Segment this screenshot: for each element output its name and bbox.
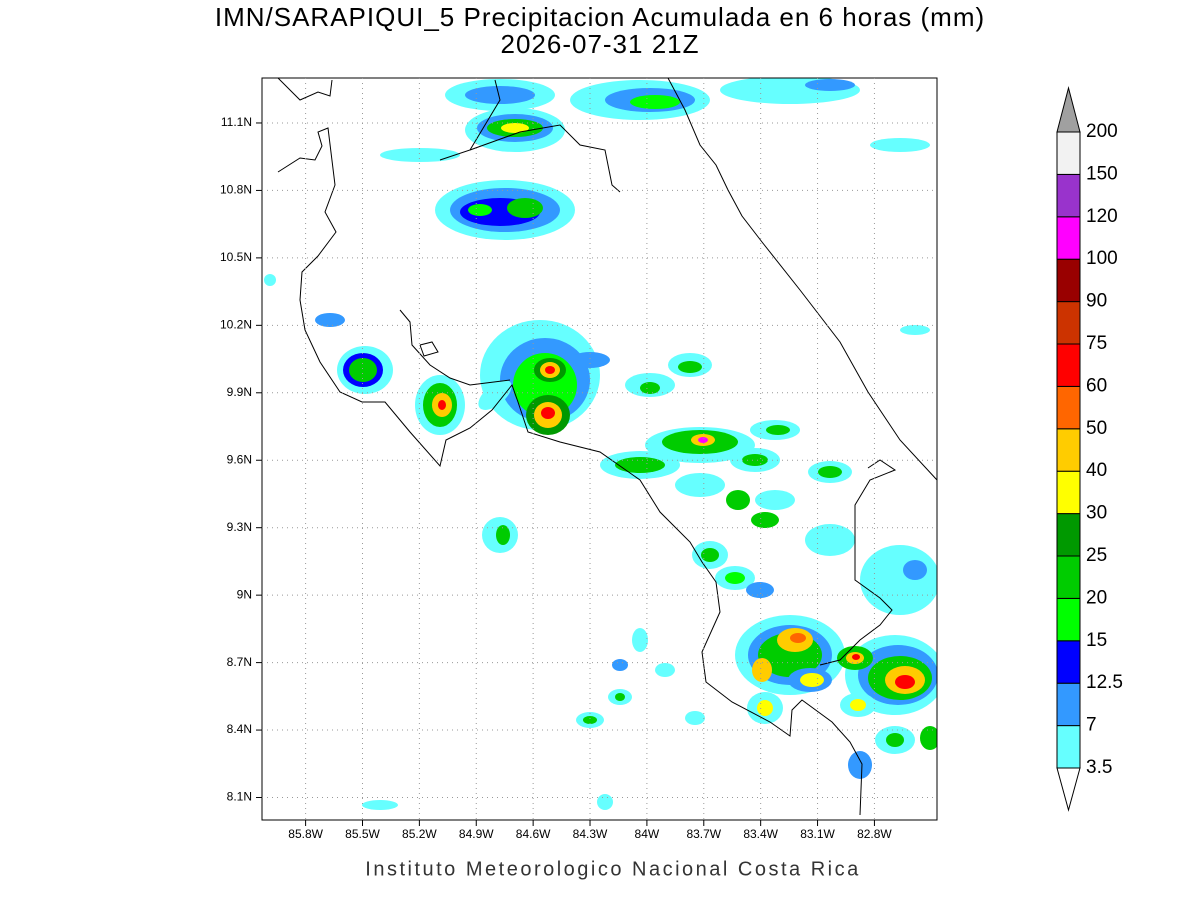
precipitation-field — [264, 78, 937, 810]
y-tick-label: 10.5N — [220, 250, 252, 264]
x-tick-label: 84W — [635, 827, 660, 841]
colorbar-box — [1056, 470, 1081, 515]
colorbar-box — [1056, 513, 1081, 557]
x-tick-label: 83.4W — [743, 827, 778, 841]
colorbar-label: 3.5 — [1086, 757, 1112, 778]
colorbar-box — [1056, 640, 1081, 684]
y-tick-label: 10.2N — [220, 318, 252, 332]
x-tick-label: 83.1W — [800, 827, 835, 841]
colorbar-box — [1056, 725, 1081, 769]
x-tick-label: 84.6W — [516, 827, 551, 841]
map-title: IMN/SARAPIQUI_5 Precipitacion Acumulada … — [215, 2, 985, 32]
colorbar-label: 15 — [1086, 630, 1107, 651]
footer: Instituto Meteorologico Nacional Costa R… — [365, 858, 860, 880]
colorbar-label: 200 — [1086, 121, 1118, 142]
map-frame — [261, 77, 938, 821]
colorbar-box — [1056, 428, 1081, 472]
colorbar-box — [1056, 301, 1081, 345]
y-tick-label: 9.9N — [227, 385, 252, 399]
x-tick-label: 85.8W — [288, 827, 323, 841]
map-axes: 85.8W 85.5W 85.2W 84.9W 84.6W 84.3W 84W 83.7W 83… — [220, 78, 937, 841]
colorbar-box — [1056, 555, 1081, 599]
y-tick-label: 9.6N — [227, 452, 252, 466]
colorbar-label: 50 — [1086, 418, 1107, 439]
y-tick-label: 11.1N — [221, 115, 252, 129]
y-tick-label: 9.3N — [227, 520, 252, 534]
colorbar-box — [1056, 216, 1081, 260]
colorbar-label: 40 — [1086, 460, 1107, 481]
colorbar-box — [1056, 258, 1081, 303]
colorbar-box — [1056, 597, 1081, 642]
colorbar-under-triangle — [1056, 767, 1081, 812]
colorbar-label: 25 — [1086, 545, 1107, 566]
y-tick-label: 10.8N — [220, 183, 252, 197]
map-subtitle: 2026-07-31 21Z — [500, 29, 699, 59]
colorbar-label: 30 — [1086, 503, 1107, 524]
colorbar-label: 120 — [1086, 206, 1118, 227]
x-tick-label: 82.8W — [857, 827, 892, 841]
colorbar-label: 20 — [1086, 587, 1107, 608]
coastlines — [277, 78, 937, 816]
colorbar-label: 7 — [1086, 715, 1097, 736]
y-tick-label: 8.7N — [227, 655, 252, 669]
y-tick-label: 9N — [237, 587, 252, 601]
colorbar-over-triangle — [1056, 86, 1081, 133]
colorbar-box — [1056, 173, 1081, 218]
x-tick-label: 84.9W — [459, 827, 494, 841]
y-tick-label: 8.4N — [227, 722, 252, 736]
colorbar-box — [1056, 682, 1081, 727]
x-tick-label: 83.7W — [686, 827, 721, 841]
colorbar-box — [1056, 385, 1081, 430]
colorbar-box — [1056, 131, 1081, 175]
x-tick-label: 84.3W — [573, 827, 608, 841]
colorbar-label: 150 — [1086, 163, 1118, 184]
colorbar-label: 12.5 — [1086, 672, 1123, 693]
colorbar-label: 90 — [1086, 291, 1107, 312]
x-tick-label: 85.5W — [345, 827, 380, 841]
x-tick-label: 85.2W — [402, 827, 437, 841]
colorbar: 3.5 7 12.5 15 20 25 30 40 50 60 75 90 100 120 150 200 — [1056, 86, 1123, 812]
colorbar-label: 100 — [1086, 248, 1118, 269]
colorbar-label: 75 — [1086, 333, 1107, 354]
colorbar-box — [1056, 343, 1081, 387]
colorbar-label: 60 — [1086, 375, 1107, 396]
y-tick-label: 8.1N — [227, 790, 252, 804]
